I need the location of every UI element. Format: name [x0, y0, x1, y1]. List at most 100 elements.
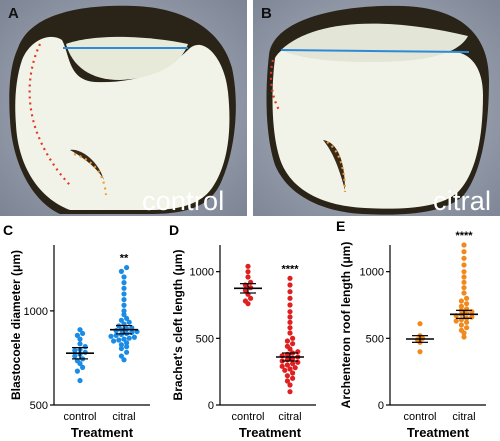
data-point	[458, 303, 464, 309]
data-point	[284, 378, 290, 384]
data-point	[82, 349, 88, 355]
data-point	[124, 344, 130, 350]
data-point	[461, 279, 467, 285]
data-point	[464, 301, 470, 307]
data-point	[292, 365, 298, 371]
data-point	[80, 330, 86, 337]
x-axis-label: Treatment	[407, 425, 470, 440]
photo-label-control: control	[142, 186, 225, 216]
data-point	[245, 263, 251, 269]
data-point	[290, 361, 296, 367]
cleft-trace	[326, 141, 347, 193]
data-point	[121, 302, 127, 308]
data-point	[121, 296, 127, 303]
data-point	[417, 349, 423, 355]
data-point	[124, 326, 130, 332]
data-point	[287, 275, 293, 281]
y-tick-label: 1000	[190, 267, 214, 279]
data-point	[72, 347, 78, 354]
data-point	[464, 295, 470, 301]
data-point	[124, 349, 130, 355]
data-point	[279, 363, 285, 369]
data-point	[121, 308, 127, 314]
data-point	[121, 285, 127, 291]
y-axis-label: Brachet's cleft length (μm)	[171, 250, 185, 401]
data-point	[290, 335, 296, 341]
data-point	[121, 336, 127, 342]
data-point	[290, 341, 296, 347]
x-tick-label: control	[231, 411, 264, 423]
data-point	[464, 319, 470, 325]
data-point	[458, 327, 464, 333]
data-point	[461, 255, 467, 261]
data-point	[116, 337, 122, 343]
y-axis-label: Archenteron roof length (μm)	[339, 242, 353, 409]
panel-letter-a: A	[8, 5, 19, 22]
data-point	[284, 338, 290, 344]
x-tick-label: citral	[452, 411, 475, 423]
chart-blastocoele-diameter: 500 1000 control citral Treatment Blastocoele…	[9, 245, 150, 440]
data-point	[290, 375, 296, 381]
data-point	[287, 289, 293, 295]
data-point	[118, 345, 124, 352]
data-point	[77, 327, 83, 333]
data-point	[282, 367, 288, 373]
data-point	[287, 366, 293, 372]
data-point	[290, 370, 296, 376]
data-point	[126, 319, 132, 325]
x-tick-label: control	[403, 411, 436, 423]
data-point	[111, 338, 117, 344]
data-point	[461, 274, 467, 280]
embryo-illustration-citral	[253, 0, 500, 216]
y-tick-label: 500	[30, 400, 48, 412]
data-point	[417, 321, 423, 327]
x-tick-label: citral	[278, 411, 301, 423]
panel-letter-b: B	[261, 5, 272, 22]
data-point	[118, 353, 124, 359]
embryo-photo-citral: B citral	[253, 0, 500, 216]
data-point	[245, 274, 251, 280]
blastocoele-trace	[269, 59, 280, 111]
chart-archenteron-roof-length: 0 500 1000 control citral Treatment Archentero…	[339, 230, 486, 440]
blastocoele-trace	[28, 43, 71, 186]
x-tick-label: control	[63, 411, 96, 423]
data-point	[131, 334, 137, 340]
y-tick-label: 500	[366, 333, 384, 345]
data-point	[248, 295, 254, 301]
data-point	[287, 282, 293, 288]
x-axis-label: Treatment	[239, 425, 302, 440]
data-point	[287, 295, 293, 301]
data-point	[287, 330, 293, 336]
data-point	[287, 389, 293, 395]
data-point	[118, 342, 124, 348]
x-axis-label: Treatment	[71, 425, 134, 440]
data-point	[82, 344, 88, 350]
chart-brachet-cleft-length: 0 500 1000 control citral Treatment Brachet's …	[171, 245, 316, 440]
data-point	[453, 318, 459, 324]
data-point	[108, 333, 114, 339]
data-point	[287, 382, 293, 388]
data-point	[287, 302, 293, 308]
data-point	[287, 314, 293, 320]
data-point	[77, 377, 83, 384]
data-point	[77, 336, 83, 342]
panel-letter-c: C	[3, 222, 14, 238]
data-point	[461, 285, 467, 291]
embryo-illustration-control	[0, 0, 247, 216]
data-point	[77, 341, 83, 347]
data-point	[118, 268, 124, 274]
data-point	[461, 334, 467, 340]
data-point	[287, 319, 293, 325]
data-point	[72, 353, 78, 359]
data-point	[287, 309, 293, 315]
data-point	[118, 317, 124, 323]
data-point	[461, 262, 467, 268]
data-point	[461, 269, 467, 275]
panel-letter-e: E	[336, 218, 346, 234]
data-point	[121, 357, 127, 363]
data-point	[245, 269, 251, 275]
data-point	[121, 280, 127, 286]
data-point	[461, 249, 467, 255]
data-point	[124, 340, 130, 346]
significance-marker: ****	[281, 263, 299, 275]
